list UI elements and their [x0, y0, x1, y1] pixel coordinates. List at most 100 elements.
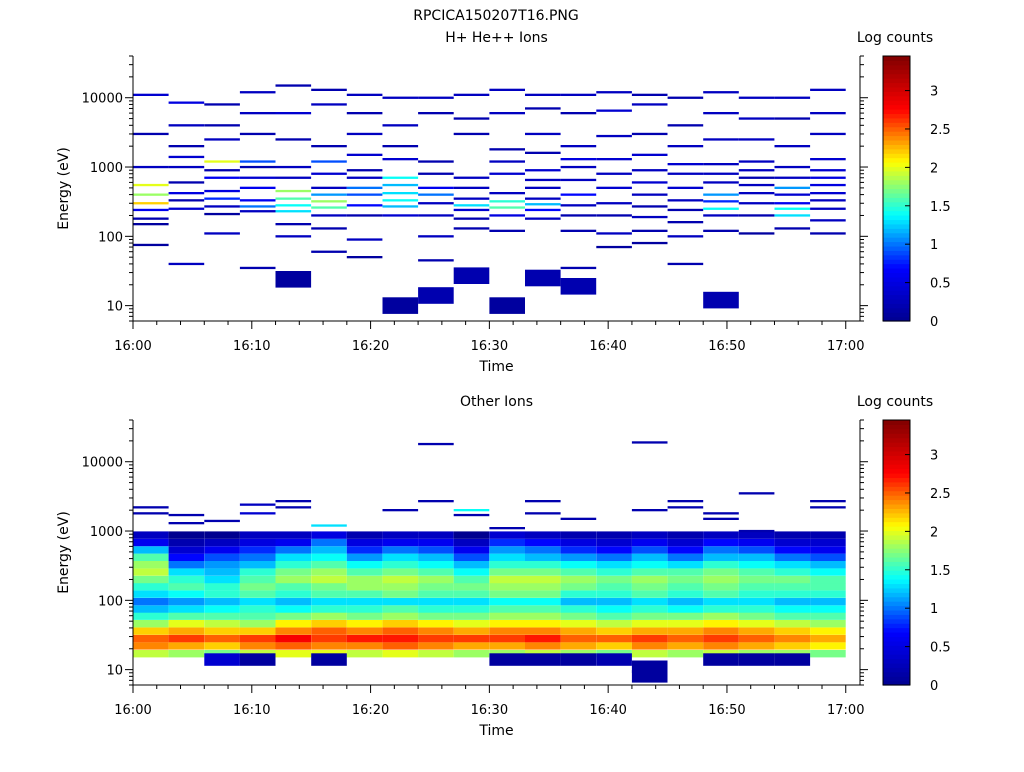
heatmap-cell: [738, 169, 775, 172]
heatmap-cell: [382, 531, 419, 539]
heatmap-cell: [418, 538, 454, 547]
heatmap-cell: [525, 538, 561, 547]
heatmap-cell: [168, 546, 205, 554]
heatmap-cell: [703, 597, 739, 606]
heatmap-cell: [560, 605, 597, 613]
colorbar-segment: [883, 676, 910, 682]
heatmap-cell: [311, 627, 347, 635]
heatmap-cell: [133, 512, 169, 515]
colorbar-segment: [883, 579, 910, 585]
x-tick-label: 17:00: [827, 703, 864, 718]
heatmap-cell: [703, 546, 739, 554]
heatmap-cell: [168, 531, 205, 539]
colorbar-segment: [883, 113, 910, 119]
heatmap-cell: [204, 138, 240, 141]
heatmap-cell: [525, 197, 561, 200]
heatmap-cell: [738, 561, 775, 569]
heatmap-cell: [239, 132, 276, 136]
heatmap-cell: [133, 243, 169, 247]
heatmap-cells: [133, 84, 846, 314]
colorbar-segment: [883, 521, 910, 527]
heatmap-cell: [596, 91, 632, 94]
heatmap-cell: [382, 605, 419, 613]
heatmap-cell: [774, 590, 811, 598]
x-tick-label: 16:20: [352, 339, 389, 354]
colorbar-tick-label: 2: [930, 525, 938, 540]
heatmap-cell: [382, 538, 419, 547]
heatmap-cell: [275, 223, 312, 226]
colorbar-segment: [883, 175, 910, 181]
heatmap-cell: [525, 612, 561, 620]
heatmap-cell: [703, 531, 739, 539]
colorbar-segment: [883, 215, 910, 221]
heatmap-cell: [346, 169, 383, 172]
heatmap-cell: [525, 269, 561, 287]
heatmap-cell: [418, 546, 454, 554]
heatmap-cell: [525, 169, 561, 172]
heatmap-cell: [810, 506, 846, 509]
colorbar-segment: [883, 285, 910, 291]
heatmap-cell: [810, 158, 846, 161]
heatmap-cell: [168, 553, 205, 561]
heatmap-cell: [453, 93, 490, 96]
heatmap-cell: [596, 553, 632, 561]
heatmap-cell: [489, 200, 525, 203]
colorbar-segment: [883, 117, 910, 123]
heatmap-cell: [418, 193, 454, 196]
heatmap-cell: [560, 145, 597, 148]
heatmap-cell: [418, 590, 454, 598]
colorbar-segment: [883, 632, 910, 638]
heatmap-cell: [631, 612, 668, 620]
heatmap-cell: [738, 160, 775, 163]
heatmap-cell: [346, 204, 383, 207]
heatmap-cell: [560, 214, 597, 217]
colorbar-segment: [883, 539, 910, 545]
heatmap-cell: [311, 103, 347, 106]
heatmap-cell: [311, 145, 347, 148]
heatmap-cell: [311, 250, 347, 253]
heatmap-cell: [168, 155, 205, 159]
heatmap-cell: [311, 524, 347, 527]
colorbar-segment: [883, 192, 910, 198]
heatmap-cell: [631, 546, 668, 554]
colorbar-tick-label: 3: [930, 85, 938, 100]
heatmap-cell: [346, 93, 383, 96]
heatmap-cell: [382, 561, 419, 569]
colorbar-segment: [883, 232, 910, 238]
colorbar-segment: [883, 446, 910, 452]
heatmap-cell: [133, 650, 169, 658]
heatmap-cell: [275, 176, 312, 179]
heatmap-cell: [239, 165, 276, 169]
heatmap-cell: [667, 538, 704, 547]
heatmap-cell: [168, 199, 205, 202]
colorbar-tick-label: 0: [930, 315, 938, 330]
heatmap-cell: [275, 112, 312, 115]
heatmap-cell: [382, 634, 419, 643]
heatmap-cell: [204, 583, 240, 591]
heatmap-cell: [204, 620, 240, 628]
heatmap-cell: [168, 262, 205, 266]
colorbar-segment: [883, 228, 910, 234]
heatmap-cell: [525, 575, 561, 584]
colorbar-segment: [883, 587, 910, 593]
heatmap-cell: [667, 605, 704, 613]
heatmap-cell: [382, 583, 419, 591]
heatmap-cell: [703, 200, 739, 203]
heatmap-cell: [596, 597, 632, 606]
heatmap-cell: [418, 612, 454, 620]
colorbar-segment: [883, 56, 910, 62]
heatmap-cell: [382, 176, 419, 179]
colorbar-segment: [883, 609, 910, 615]
heatmap-cell: [703, 207, 739, 210]
colorbar-segment: [883, 654, 910, 660]
heatmap-cell: [774, 96, 811, 99]
heatmap-cell: [596, 232, 632, 235]
colorbar-segment: [883, 166, 910, 172]
heatmap-cell: [204, 531, 240, 539]
colorbar-segment: [883, 157, 910, 163]
heatmap-cell: [453, 650, 490, 658]
heatmap-cell: [774, 546, 811, 554]
heatmap-cell: [738, 612, 775, 620]
